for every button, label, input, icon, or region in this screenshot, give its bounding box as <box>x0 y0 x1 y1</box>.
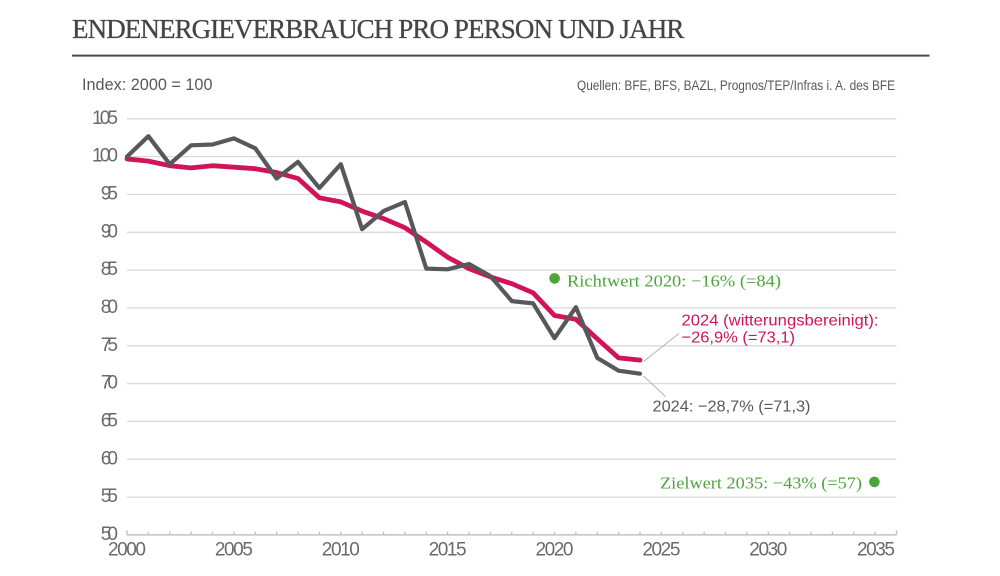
svg-text:85: 85 <box>101 259 118 280</box>
svg-text:2020: 2020 <box>536 540 574 561</box>
svg-text:Quellen: BFE, BFS, BAZL, Progn: Quellen: BFE, BFS, BAZL, Prognos/TEP/Inf… <box>577 78 895 93</box>
svg-text:Richtwert 2020: −16% (=84): Richtwert 2020: −16% (=84) <box>567 272 781 291</box>
svg-text:2025: 2025 <box>642 540 680 561</box>
svg-text:2024: −28,7% (=71,3): 2024: −28,7% (=71,3) <box>653 399 811 416</box>
svg-text:2000: 2000 <box>108 540 146 561</box>
svg-text:75: 75 <box>101 335 118 356</box>
svg-text:80: 80 <box>101 297 118 318</box>
svg-text:2015: 2015 <box>429 540 467 561</box>
svg-text:2024 (witterungsbereinigt):: 2024 (witterungsbereinigt): <box>682 312 879 329</box>
svg-text:2005: 2005 <box>215 540 253 561</box>
svg-text:Zielwert 2035: −43% (=57): Zielwert 2035: −43% (=57) <box>660 474 862 493</box>
svg-text:105: 105 <box>92 108 118 129</box>
svg-text:50: 50 <box>101 524 118 545</box>
svg-text:95: 95 <box>101 184 118 205</box>
svg-text:100: 100 <box>92 146 118 167</box>
svg-text:−26,9% (=73,1): −26,9% (=73,1) <box>682 329 796 346</box>
svg-text:2010: 2010 <box>322 540 360 561</box>
svg-text:55: 55 <box>101 486 118 507</box>
svg-text:2030: 2030 <box>749 540 787 561</box>
svg-text:70: 70 <box>101 373 118 394</box>
svg-text:90: 90 <box>101 221 118 242</box>
svg-text:2035: 2035 <box>857 540 895 561</box>
svg-text:Index: 2000 = 100: Index: 2000 = 100 <box>82 76 213 94</box>
svg-text:65: 65 <box>101 411 118 432</box>
svg-text:60: 60 <box>101 448 118 469</box>
svg-text:ENDENERGIEVERBRAUCH PRO PERSON: ENDENERGIEVERBRAUCH PRO PERSON UND JAHR <box>72 14 684 44</box>
